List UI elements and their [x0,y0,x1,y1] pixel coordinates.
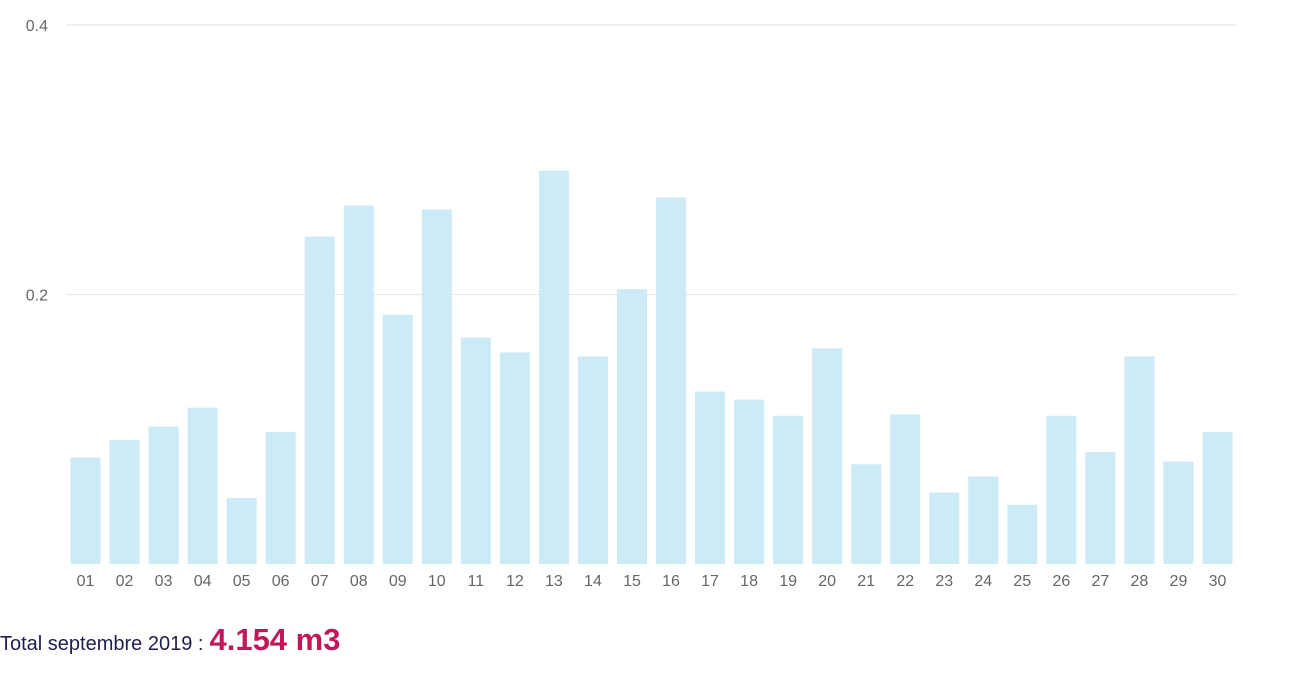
x-tick-label: 04 [194,573,212,590]
x-tick-label: 08 [350,573,368,590]
bar-day-27[interactable] [1085,452,1116,564]
x-tick-label: 27 [1091,573,1109,590]
consumption-bar-chart: 0.4 0.2 01 02 03 04 05 06 07 08 09 10 11 12 13 14 15 16 1… [26,18,1237,590]
x-tick-label: 10 [428,573,446,590]
bar-day-28[interactable] [1124,356,1155,564]
bar-day-06[interactable] [265,431,296,564]
x-tick-label: 14 [584,573,602,590]
x-tick-label: 05 [233,573,251,590]
total-value: 4.154 m3 [209,622,341,657]
x-tick-label: 19 [779,573,797,590]
bar-day-02[interactable] [109,440,140,564]
bar-day-18[interactable] [734,399,765,564]
x-tick-label: 11 [468,573,485,590]
x-tick-label: 28 [1131,573,1149,590]
bar-day-04[interactable] [187,407,218,564]
bar-day-20[interactable] [812,348,843,564]
bar-day-10[interactable] [421,209,452,565]
x-tick-label: 26 [1052,573,1070,590]
bar-day-01[interactable] [70,457,101,564]
x-tick-label: 17 [701,573,719,590]
x-tick-label: 21 [857,573,875,590]
x-tick-label: 09 [389,573,407,590]
x-tick-label: 02 [116,573,134,590]
x-tick-label: 12 [506,573,524,590]
x-tick-label: 16 [662,573,680,590]
total-label: Total septembre 2019 : [0,633,204,655]
x-tick-label: 01 [77,573,95,590]
x-tick-label: 07 [311,573,329,590]
x-tick-label: 29 [1170,573,1188,590]
y-tick-label: 0.2 [26,288,48,305]
x-tick-label: 22 [896,573,914,590]
monthly-total: Total septembre 2019 : 4.154 m3 [0,622,340,672]
x-tick-label: 18 [740,573,758,590]
bars [70,170,1233,565]
bar-day-12[interactable] [499,352,530,564]
y-axis-ticks: 0.4 0.2 [26,18,48,305]
x-tick-label: 24 [974,573,992,590]
gridlines [66,24,1237,295]
bar-day-23[interactable] [929,492,960,564]
bar-day-29[interactable] [1163,461,1194,564]
x-tick-label: 03 [155,573,173,590]
bar-day-26[interactable] [1046,415,1077,564]
x-axis-ticks: 01 02 03 04 05 06 07 08 09 10 11 12 13 14 15 16 17 18 19 20… [77,573,1227,590]
bar-day-07[interactable] [304,236,335,564]
bar-day-15[interactable] [616,289,648,564]
bar-day-21[interactable] [851,464,882,564]
bar-day-14[interactable] [577,356,608,564]
x-tick-label: 06 [272,573,290,590]
bar-day-03[interactable] [148,426,179,564]
x-tick-label: 23 [935,573,953,590]
bar-day-09[interactable] [382,314,413,564]
bar-day-05[interactable] [226,497,257,564]
bar-day-24[interactable] [968,476,999,564]
bar-day-08[interactable] [343,205,374,564]
x-tick-label: 15 [623,573,641,590]
x-tick-label: 20 [818,573,836,590]
bar-day-13[interactable] [538,170,569,564]
bar-day-25[interactable] [1007,504,1038,564]
bar-day-19[interactable] [773,415,804,564]
x-tick-label: 30 [1209,573,1227,590]
x-tick-label: 13 [545,573,563,590]
x-tick-label: 25 [1013,573,1031,590]
bar-day-11[interactable] [460,337,491,564]
bar-day-30[interactable] [1202,431,1233,564]
bar-day-16[interactable] [655,197,687,565]
y-tick-label: 0.4 [26,18,48,35]
bar-day-22[interactable] [890,414,921,564]
bar-day-17[interactable] [695,391,726,564]
